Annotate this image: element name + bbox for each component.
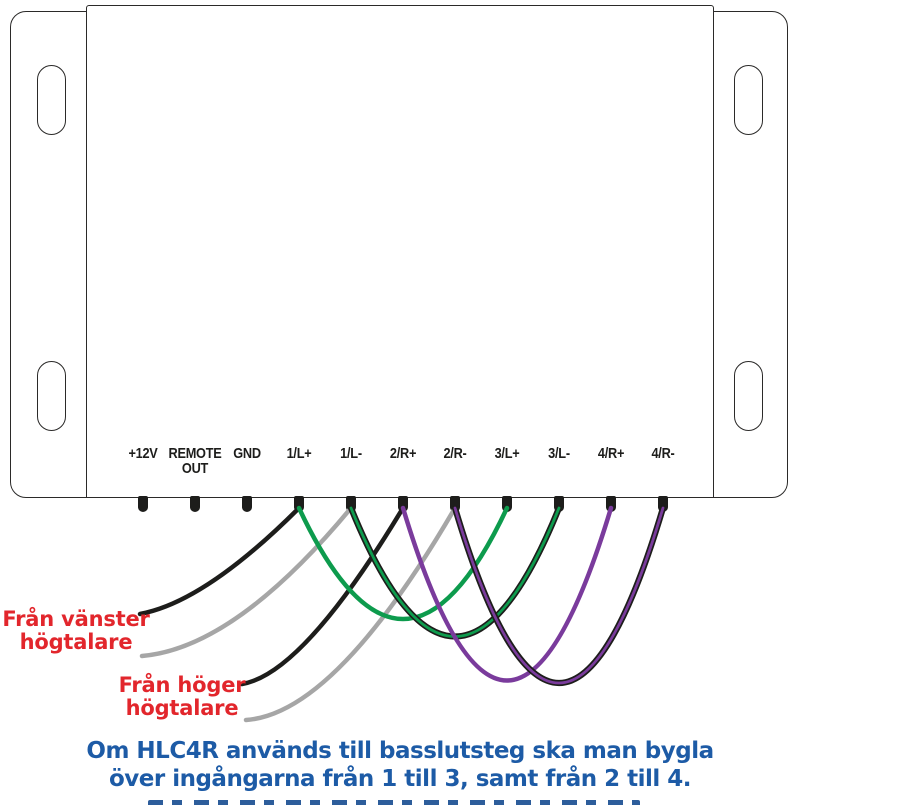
wire-w-right-neg <box>243 505 458 723</box>
terminal-label: 3/L+ <box>494 445 520 462</box>
wire-j-1-3-neg-stripe <box>347 504 563 640</box>
device-body <box>86 5 714 498</box>
terminal-label: 4/R- <box>651 445 675 462</box>
wire-w-left-neg <box>139 505 354 659</box>
left-speaker-label-line2: högtalare <box>19 630 133 654</box>
mounting-hole <box>37 361 66 431</box>
terminal-pin <box>190 496 200 512</box>
instruction-note: Om HLC4R används till basslutsteg ska ma… <box>86 737 714 793</box>
terminal-pin <box>346 496 356 512</box>
terminal-pin <box>138 496 148 512</box>
wire-j-2-4-pos <box>400 505 614 683</box>
terminal-label: REMOTE OUT <box>168 445 222 477</box>
terminal-label: 4/R+ <box>597 445 625 462</box>
note-product-name: HLC4R <box>136 738 219 764</box>
terminal-label: +12V <box>128 445 158 462</box>
terminal-label: 1/L- <box>340 445 362 462</box>
terminal-pin <box>294 496 304 512</box>
terminal-pin <box>398 496 408 512</box>
wire-w-right-pos <box>239 505 406 687</box>
wire-j-1-3-pos <box>296 505 510 622</box>
left-speaker-label: Från vänster högtalare <box>2 607 150 654</box>
note-prefix: Om <box>86 738 137 764</box>
terminal-pin <box>554 496 564 512</box>
wire-j-2-4-neg <box>453 506 665 685</box>
mounting-hole <box>734 65 763 135</box>
mounting-hole <box>37 65 66 135</box>
terminal-label: 2/R- <box>443 445 467 462</box>
mounting-hole <box>734 361 763 431</box>
right-speaker-label-line2: högtalare <box>125 696 239 720</box>
terminal-pin <box>658 496 668 512</box>
terminal-pin <box>606 496 616 512</box>
wire-w-left-pos <box>137 505 302 617</box>
terminal-label: 3/L- <box>548 445 570 462</box>
instruction-note-line2: över ingångarna från 1 till 3, samt från… <box>108 766 692 792</box>
terminal-label: GND <box>233 445 261 462</box>
wire-j-2-4-neg-stripe <box>451 504 667 687</box>
note-rest: används till basslutsteg ska man bygla <box>218 738 714 764</box>
right-speaker-label: Från höger högtalare <box>119 674 246 720</box>
terminal-pin <box>450 496 460 512</box>
left-speaker-label-line1: Från vänster <box>2 607 150 631</box>
wire-j-1-3-neg <box>349 506 561 638</box>
right-speaker-label-line1: Från höger <box>118 673 246 697</box>
cropped-text-line-top <box>148 800 640 805</box>
terminal-pin <box>242 496 252 512</box>
instruction-note-line1: Om HLC4R används till basslutsteg ska ma… <box>86 737 714 765</box>
terminal-pin <box>502 496 512 512</box>
terminal-label: 2/R+ <box>389 445 417 462</box>
terminal-label: 1/L+ <box>286 445 312 462</box>
